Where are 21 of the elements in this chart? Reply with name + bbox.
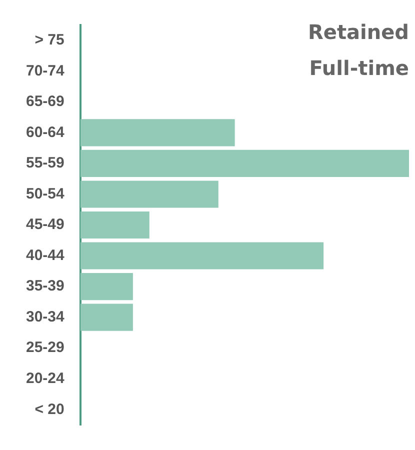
y-tick-label: 70-74	[26, 62, 66, 80]
y-tick-label: < 20	[34, 400, 64, 418]
bar	[80, 119, 235, 146]
y-tick-label: > 75	[34, 32, 64, 49]
y-tick-label: 30-34	[26, 308, 66, 326]
bar	[80, 150, 409, 177]
bar	[80, 180, 218, 208]
text: Retained Full-time	[307, 19, 409, 82]
y-tick-label: 55-59	[26, 154, 64, 172]
bar	[80, 304, 133, 331]
y-tick-label: 50-54	[26, 185, 66, 202]
y-tick-label: 60-64	[26, 124, 66, 141]
y-tick-label: 40-44	[26, 246, 66, 264]
y-tick-label: 35-39	[26, 278, 64, 295]
y-tick-label: 25-29	[26, 339, 64, 356]
bar	[80, 273, 133, 300]
bar	[80, 211, 150, 239]
bar	[80, 242, 324, 270]
y-tick-label: 65-69	[26, 93, 64, 110]
y-tick-label: 45-49	[26, 216, 64, 234]
y-tick-label: 20-24	[26, 370, 66, 387]
